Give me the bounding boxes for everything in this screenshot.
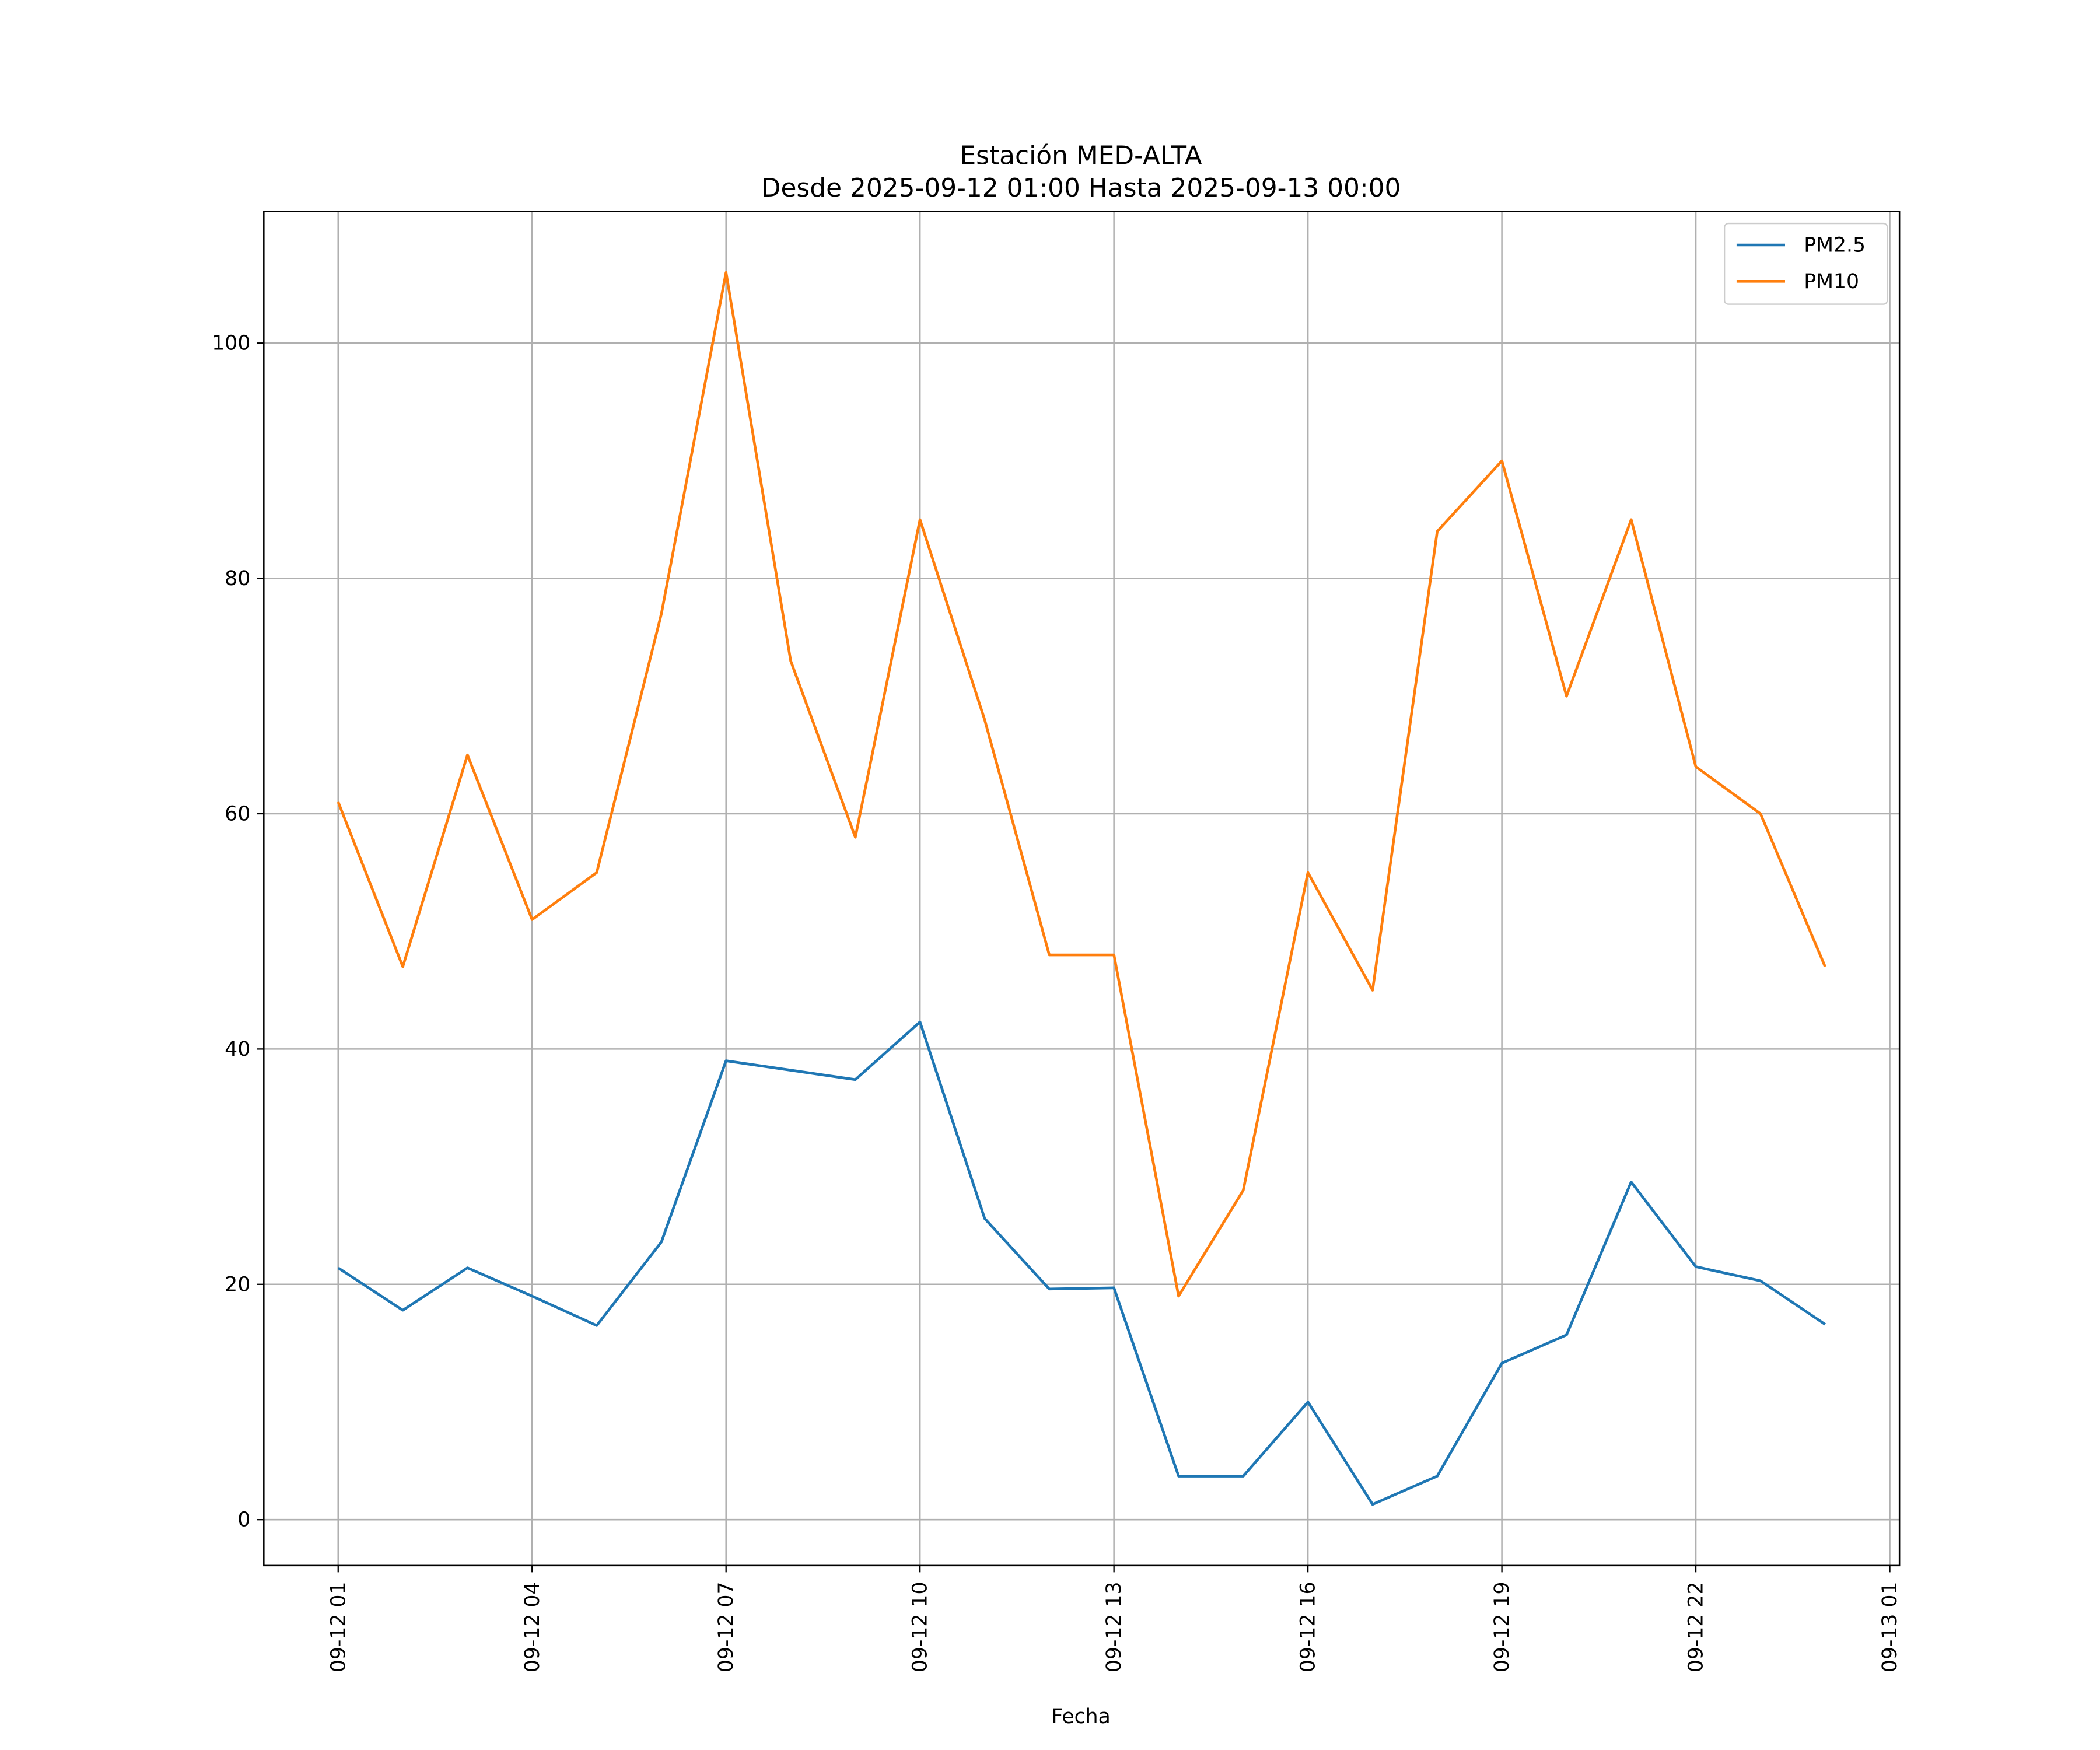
y-tick-label: 80 (225, 567, 250, 590)
y-tick-label: 20 (225, 1273, 250, 1296)
series-lines (337, 271, 1826, 1506)
y-tick-label: 40 (225, 1038, 250, 1061)
legend-label-pm25: PM2.5 (1804, 234, 1866, 257)
chart-title: Estación MED-ALTA (960, 141, 1202, 171)
axis-ticks: 09-12 01 09-12 04 09-12 07 09-12 10 09-12 13… (212, 332, 1902, 1672)
legend: PM2.5 PM10 (1723, 222, 1888, 305)
series-line-pm10 (337, 271, 1826, 1298)
grid-lines (264, 211, 1900, 1566)
x-axis-label: Fecha (1051, 1705, 1110, 1728)
y-tick-label: 100 (212, 332, 250, 355)
x-tick-label: 09-13 01 (1878, 1582, 1902, 1673)
plot-frame (263, 211, 1901, 1567)
legend-label-pm10: PM10 (1804, 270, 1859, 293)
x-tick-label: 09-12 13 (1102, 1582, 1126, 1673)
x-tick-label: 09-12 01 (327, 1582, 350, 1673)
x-tick-label: 09-12 04 (521, 1582, 544, 1673)
y-tick-label: 0 (237, 1508, 250, 1532)
x-tick-label: 09-12 07 (715, 1582, 738, 1673)
series-line-pm25 (337, 1020, 1826, 1506)
x-tick-label: 09-12 16 (1297, 1582, 1320, 1673)
x-tick-label: 09-12 10 (909, 1582, 932, 1673)
x-tick-label: 09-12 22 (1685, 1582, 1708, 1673)
chart-subtitle: Desde 2025-09-12 01:00 Hasta 2025-09-13 … (761, 173, 1401, 203)
x-tick-label: 09-12 19 (1490, 1582, 1514, 1673)
y-tick-label: 60 (225, 803, 250, 826)
